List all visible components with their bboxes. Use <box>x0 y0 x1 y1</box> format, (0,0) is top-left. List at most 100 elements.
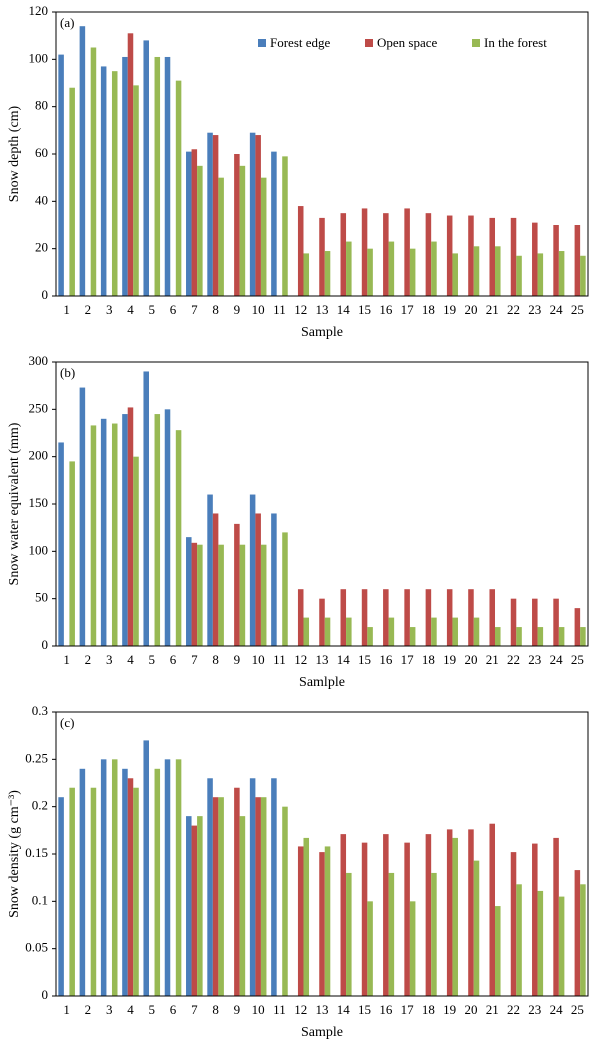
y-tick-label: 0.15 <box>25 845 48 860</box>
y-tick-label: 200 <box>29 448 49 463</box>
bar <box>133 456 139 646</box>
bar <box>58 54 64 296</box>
bar <box>388 241 395 296</box>
bar <box>532 843 538 996</box>
x-tick-label: 9 <box>234 1002 241 1017</box>
x-tick-label: 17 <box>401 652 415 667</box>
x-tick-label: 2 <box>85 1002 92 1017</box>
bar <box>553 837 559 996</box>
x-tick-label: 3 <box>106 652 113 667</box>
bar <box>558 896 565 996</box>
bar <box>340 213 347 296</box>
bar <box>468 215 474 296</box>
bar <box>452 617 458 646</box>
x-tick-label: 11 <box>273 302 286 317</box>
bar <box>409 627 416 646</box>
bar <box>191 542 198 646</box>
bar <box>207 132 213 296</box>
x-tick-label: 21 <box>486 1002 499 1017</box>
panel-label: (c) <box>60 715 74 730</box>
bar <box>297 206 304 296</box>
x-tick-label: 3 <box>106 1002 113 1017</box>
bar <box>468 829 474 996</box>
bar <box>446 215 453 296</box>
x-tick-label: 24 <box>550 302 564 317</box>
bar <box>127 407 134 646</box>
y-tick-label: 80 <box>35 98 48 113</box>
bar <box>324 251 331 296</box>
bar <box>249 132 256 296</box>
bar <box>303 253 310 296</box>
bar <box>346 872 352 996</box>
bar <box>69 461 75 646</box>
y-tick-label: 250 <box>29 400 49 415</box>
bar <box>431 872 437 996</box>
x-tick-label: 18 <box>422 302 435 317</box>
y-tick-label: 0.1 <box>32 892 48 907</box>
bar <box>383 213 389 296</box>
x-tick-label: 13 <box>316 652 329 667</box>
y-tick-label: 0.05 <box>25 940 48 955</box>
bar <box>558 251 565 296</box>
bar <box>446 829 453 996</box>
bar <box>510 217 517 296</box>
bar <box>90 787 97 996</box>
bar <box>510 852 517 996</box>
bar <box>282 806 288 996</box>
bar <box>404 842 410 996</box>
bar <box>212 797 219 996</box>
legend-label: In the forest <box>484 35 547 50</box>
x-tick-label: 5 <box>149 652 156 667</box>
bar <box>495 627 501 646</box>
x-tick-label: 6 <box>170 652 177 667</box>
x-tick-label: 8 <box>212 302 219 317</box>
bar <box>79 768 86 996</box>
bar <box>191 825 198 996</box>
y-tick-label: 300 <box>29 353 49 368</box>
x-tick-label: 10 <box>252 302 265 317</box>
y-tick-label: 100 <box>29 50 49 65</box>
legend-swatch <box>472 39 480 47</box>
bar <box>111 71 118 297</box>
bar <box>324 617 331 646</box>
x-tick-label: 12 <box>294 652 307 667</box>
x-tick-label: 11 <box>273 652 286 667</box>
bar <box>207 778 213 996</box>
bar <box>468 589 474 646</box>
bar <box>100 759 107 996</box>
x-tick-label: 17 <box>401 1002 415 1017</box>
bar <box>234 787 240 996</box>
legend-swatch <box>258 39 266 47</box>
bar <box>111 423 118 646</box>
x-tick-label: 14 <box>337 652 351 667</box>
bar <box>100 66 107 296</box>
bar <box>297 846 304 996</box>
x-tick-label: 9 <box>234 302 241 317</box>
x-tick-label: 1 <box>63 302 70 317</box>
bar <box>154 414 161 646</box>
x-tick-label: 16 <box>379 652 393 667</box>
bar <box>346 617 352 646</box>
x-tick-label: 20 <box>464 1002 477 1017</box>
bar <box>383 834 389 996</box>
y-tick-label: 60 <box>35 145 48 160</box>
bar <box>361 842 368 996</box>
bar <box>580 255 586 296</box>
x-tick-label: 25 <box>571 302 584 317</box>
plot-frame <box>55 11 589 297</box>
bar <box>122 56 128 296</box>
x-tick-label: 10 <box>252 1002 265 1017</box>
x-tick-label: 20 <box>464 652 477 667</box>
y-axis-title: Snow depth (cm) <box>7 105 22 202</box>
x-axis-title: Sample <box>301 325 343 340</box>
bar <box>79 26 86 296</box>
bar <box>489 823 496 996</box>
y-tick-label: 0.25 <box>25 750 48 765</box>
bar <box>516 884 522 996</box>
bar <box>324 846 331 996</box>
bar <box>58 797 64 996</box>
x-tick-label: 19 <box>443 302 456 317</box>
bar <box>143 40 149 297</box>
